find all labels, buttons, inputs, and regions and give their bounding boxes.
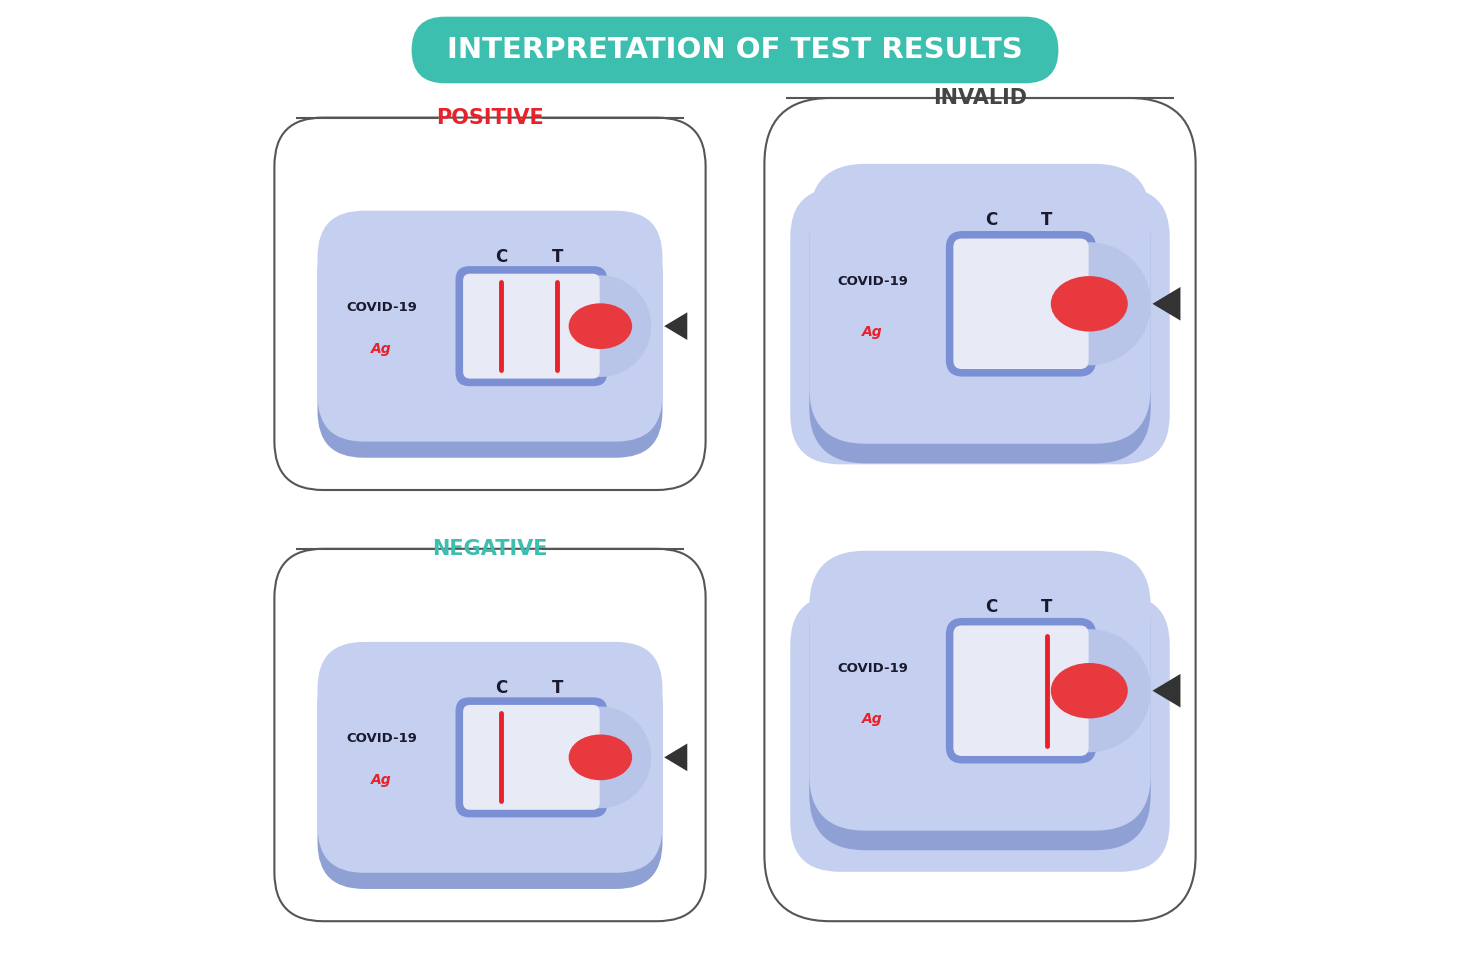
FancyBboxPatch shape [791,188,1170,465]
FancyBboxPatch shape [275,118,706,490]
FancyBboxPatch shape [318,226,663,458]
FancyBboxPatch shape [810,570,1151,851]
Text: Ag: Ag [861,324,883,339]
FancyBboxPatch shape [945,231,1097,376]
FancyBboxPatch shape [810,183,1151,464]
FancyBboxPatch shape [275,549,706,921]
Text: C: C [985,211,997,229]
Text: C: C [495,248,507,266]
Text: COVID-19: COVID-19 [836,275,908,288]
FancyBboxPatch shape [412,17,1058,83]
Ellipse shape [569,303,632,349]
Text: Ag: Ag [370,342,391,357]
FancyBboxPatch shape [954,238,1089,369]
Text: INTERPRETATION OF TEST RESULTS: INTERPRETATION OF TEST RESULTS [447,36,1023,64]
Polygon shape [1152,287,1180,320]
FancyBboxPatch shape [810,164,1151,444]
Ellipse shape [1051,663,1127,718]
Text: C: C [985,598,997,615]
Circle shape [550,275,651,377]
FancyBboxPatch shape [945,618,1097,763]
Text: T: T [1041,211,1053,229]
Circle shape [1028,629,1151,753]
FancyBboxPatch shape [954,625,1089,756]
Text: POSITIVE: POSITIVE [437,108,544,127]
FancyBboxPatch shape [456,267,607,386]
FancyBboxPatch shape [318,658,663,889]
Ellipse shape [1051,276,1127,331]
Text: NEGATIVE: NEGATIVE [432,539,548,559]
Text: INVALID: INVALID [933,88,1028,108]
FancyBboxPatch shape [463,705,600,809]
Polygon shape [664,313,688,340]
Circle shape [550,707,651,808]
FancyBboxPatch shape [810,551,1151,831]
Polygon shape [1152,674,1180,708]
FancyBboxPatch shape [463,273,600,378]
Text: Ag: Ag [861,711,883,726]
FancyBboxPatch shape [456,698,607,817]
Text: T: T [551,248,563,266]
Text: T: T [551,679,563,697]
FancyBboxPatch shape [764,98,1195,921]
Polygon shape [664,744,688,771]
FancyBboxPatch shape [318,642,663,873]
Ellipse shape [569,734,632,780]
FancyBboxPatch shape [791,595,1170,872]
Text: COVID-19: COVID-19 [345,732,417,746]
Text: C: C [495,679,507,697]
Text: COVID-19: COVID-19 [836,662,908,675]
Text: COVID-19: COVID-19 [345,301,417,315]
Text: T: T [1041,598,1053,615]
Text: Ag: Ag [370,773,391,788]
Circle shape [1028,242,1151,366]
FancyBboxPatch shape [318,211,663,442]
